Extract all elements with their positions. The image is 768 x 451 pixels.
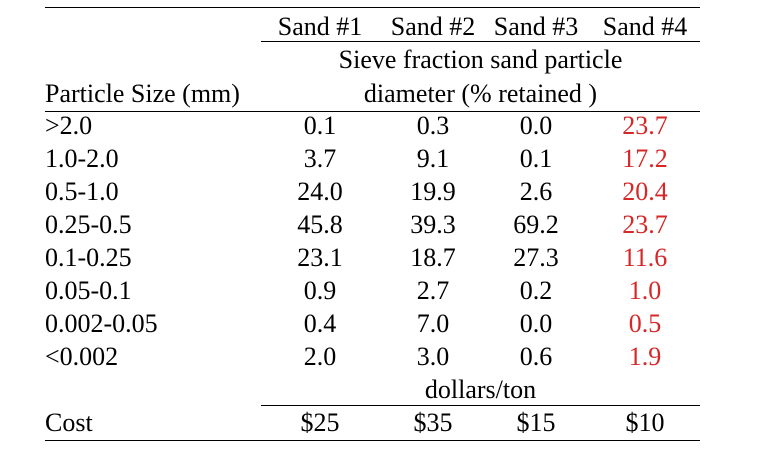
cell-sand-1: 3.7 (303, 144, 337, 173)
cost-sand-4: $10 (625, 408, 665, 437)
cell-sand-3: 2.6 (519, 177, 553, 206)
cost-sand-3: $15 (516, 408, 556, 437)
cost-rule (261, 405, 700, 406)
row-header-label: Particle Size (mm) (45, 79, 240, 108)
row-label: 0.05-0.1 (45, 276, 132, 305)
cell-sand-4: 23.7 (622, 111, 668, 140)
cell-sand-2: 3.0 (416, 342, 450, 371)
row-label: 1.0-2.0 (45, 144, 119, 173)
column-header-sand-2: Sand #2 (390, 12, 476, 41)
cell-sand-2: 2.7 (416, 276, 450, 305)
units-label: dollars/ton (424, 375, 537, 404)
header-bottom-rule (45, 111, 700, 112)
cell-sand-1: 45.8 (297, 210, 343, 239)
column-header-rule (261, 41, 700, 42)
particle-size-table: Sand #1 Sand #2 Sand #3 Sand #4 Sieve fr… (45, 0, 700, 451)
cell-sand-2: 19.9 (410, 177, 456, 206)
cost-sand-1: $25 (300, 408, 340, 437)
cell-sand-4: 0.5 (628, 309, 662, 338)
cell-sand-4: 1.0 (628, 276, 662, 305)
cell-sand-2: 9.1 (416, 144, 450, 173)
cell-sand-1: 0.4 (303, 309, 337, 338)
cell-sand-3: 0.6 (519, 342, 553, 371)
cell-sand-3: 69.2 (513, 210, 559, 239)
cell-sand-1: 0.1 (303, 111, 337, 140)
cell-sand-3: 27.3 (513, 243, 559, 272)
cell-sand-1: 23.1 (297, 243, 343, 272)
cost-sand-2: $35 (413, 408, 453, 437)
cell-sand-4: 1.9 (628, 342, 662, 371)
table-top-rule (45, 7, 700, 8)
cell-sand-2: 18.7 (410, 243, 456, 272)
group-header-line-2: diameter (% retained ) (363, 79, 598, 108)
table-bottom-rule (45, 440, 700, 441)
cell-sand-2: 0.3 (416, 111, 450, 140)
column-header-sand-1: Sand #1 (277, 12, 363, 41)
cell-sand-3: 0.2 (519, 276, 553, 305)
cell-sand-4: 17.2 (622, 144, 668, 173)
cell-sand-4: 23.7 (622, 210, 668, 239)
cell-sand-1: 0.9 (303, 276, 337, 305)
cost-label: Cost (45, 408, 93, 437)
cell-sand-1: 24.0 (297, 177, 343, 206)
row-label: 0.25-0.5 (45, 210, 132, 239)
column-header-sand-4: Sand #4 (602, 12, 688, 41)
group-header-line-1: Sieve fraction sand particle (338, 45, 623, 74)
row-label: 0.1-0.25 (45, 243, 132, 272)
row-label: <0.002 (45, 342, 119, 371)
cell-sand-3: 0.0 (519, 309, 553, 338)
cell-sand-4: 20.4 (622, 177, 668, 206)
row-label: >2.0 (45, 111, 93, 140)
cell-sand-2: 39.3 (410, 210, 456, 239)
cell-sand-2: 7.0 (416, 309, 450, 338)
cell-sand-4: 11.6 (622, 243, 668, 272)
cell-sand-3: 0.0 (519, 111, 553, 140)
column-header-sand-3: Sand #3 (493, 12, 579, 41)
row-label: 0.5-1.0 (45, 177, 119, 206)
row-label: 0.002-0.05 (45, 309, 158, 338)
cell-sand-3: 0.1 (519, 144, 553, 173)
cell-sand-1: 2.0 (303, 342, 337, 371)
